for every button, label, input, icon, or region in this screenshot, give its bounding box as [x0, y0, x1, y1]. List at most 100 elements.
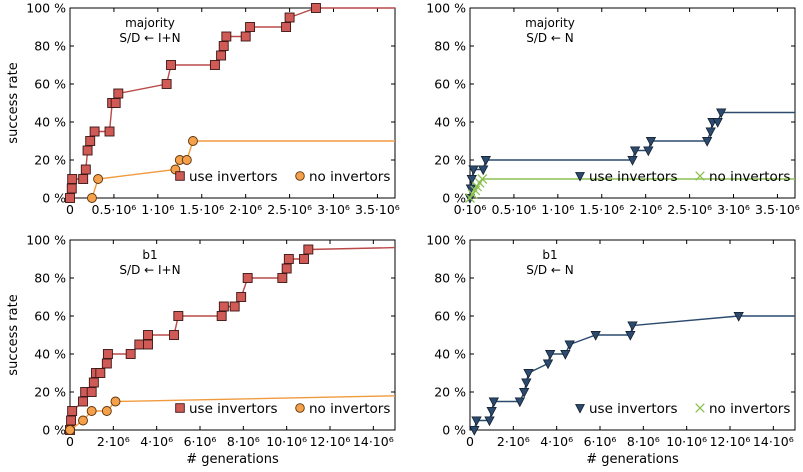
y-tick-label: 20 %: [34, 385, 66, 400]
data-point-square: [85, 136, 96, 146]
x-tick-label: 2.5·10⁶: [267, 202, 312, 217]
data-point-triangle: [484, 416, 495, 427]
y-tick-label: 0 %: [42, 191, 66, 206]
data-point-triangle: [466, 174, 477, 185]
data-point-triangle: [733, 311, 744, 322]
data-point-circle: [65, 425, 75, 435]
x-tick-label: 2·10⁶: [229, 202, 262, 217]
legend-label: no invertors: [709, 401, 790, 417]
data-point-square: [216, 311, 227, 321]
data-point-square: [134, 339, 145, 350]
data-point-square: [245, 22, 256, 32]
y-tick-label: 40 %: [34, 115, 66, 130]
x-tick-label: 0.5·10⁶: [492, 202, 537, 217]
series-no-invertors: [465, 174, 795, 203]
plot-frame: [469, 239, 796, 431]
y-tick-label: 100 %: [426, 1, 466, 16]
y-tick-label: 60 %: [34, 77, 66, 92]
data-point-triangle: [627, 155, 638, 166]
x-tick-label: 3.5·10⁶: [355, 202, 400, 217]
data-point-square: [125, 349, 136, 359]
panel-annotation-line1: b1: [542, 248, 557, 262]
legend-label: use invertors: [189, 169, 277, 185]
x-axis-label: # generations: [586, 452, 679, 467]
data-point-square: [66, 415, 77, 426]
x-tick-label: 6·10⁶: [584, 434, 617, 449]
y-tick-label: 20 %: [434, 153, 466, 168]
chart-panel-3: 0 % 20 % 40 % 60 % 80 % 100 % 0 2·10⁶ 4·10⁶ 6·10⁶…: [6, 233, 396, 467]
data-point-square: [86, 387, 97, 397]
data-point-square: [310, 3, 321, 13]
data-point-x-stroke: [695, 171, 705, 181]
y-tick-label: 100 %: [26, 1, 66, 16]
y-tick-label: 0 %: [442, 191, 466, 206]
chart-panel-4: 0 % 20 % 40 % 60 % 80 % 100 % 0 2·10⁶ 4·10⁶ 6·10⁶…: [426, 233, 796, 467]
x-tick-label: 4·10⁶: [140, 434, 173, 449]
x-tick-label: 0·10⁶: [454, 202, 487, 217]
data-point-circle: [93, 174, 104, 184]
data-point-square: [299, 254, 309, 264]
x-tick-label: 2·10⁶: [97, 434, 130, 449]
x-tick-label: 10·10⁶: [666, 434, 707, 449]
data-point-square: [283, 254, 294, 264]
data-point-square: [169, 330, 179, 340]
data-point-square: [166, 60, 176, 70]
data-point-x: [695, 403, 705, 413]
data-point-square: [303, 244, 314, 255]
x-axis-label: # generations: [186, 452, 279, 467]
data-point-square: [218, 301, 229, 312]
data-point-circle: [295, 403, 305, 413]
x-tick-label: 14·10⁶: [353, 434, 394, 449]
x-tick-label: 8·10⁶: [627, 434, 660, 449]
data-point-square: [218, 41, 229, 51]
data-point-square: [209, 60, 220, 70]
y-tick-label: 80 %: [34, 271, 66, 286]
data-point-triangle: [468, 165, 479, 176]
data-point-square: [175, 171, 185, 181]
x-tick-label: 3·10⁶: [317, 202, 350, 217]
y-tick-label: 80 %: [434, 39, 466, 54]
data-point-triangle: [645, 136, 657, 147]
x-tick-label: 8·10⁶: [227, 434, 260, 449]
data-point-square: [65, 193, 75, 203]
data-point-x-stroke: [477, 174, 488, 184]
legend: use invertors no invertors: [575, 169, 790, 185]
data-point-triangle: [545, 349, 556, 360]
data-point-square: [104, 126, 115, 137]
x-tick-label: 1·10⁶: [141, 202, 174, 217]
x-tick-label: 6·10⁶: [184, 434, 217, 449]
data-point-triangle: [480, 155, 491, 166]
data-point-square: [277, 273, 288, 283]
y-axis-label: success rate: [6, 62, 21, 143]
series-no-invertors: [87, 136, 395, 203]
data-point-square: [95, 368, 106, 378]
data-point-square: [67, 406, 78, 416]
x-tick-label: 3.5·10⁶: [755, 202, 800, 217]
data-point-triangle: [469, 425, 480, 436]
legend-label: no invertors: [309, 401, 390, 417]
legend: use invertors no invertors: [575, 401, 790, 417]
x-tick-label: 12·10⁶: [710, 434, 751, 449]
x-tick-label: 10·10⁶: [266, 434, 307, 449]
data-point-square: [173, 311, 184, 321]
data-point-square: [101, 358, 112, 369]
data-point-square: [229, 301, 240, 312]
data-point-triangle: [712, 118, 723, 128]
y-axis-label: success rate: [6, 294, 21, 375]
x-tick-label: 0.5·10⁶: [92, 202, 137, 217]
x-tick-label: 0: [66, 202, 74, 217]
plot-frame: [469, 7, 796, 199]
data-point-triangle: [643, 146, 654, 157]
data-point-triangle: [590, 330, 601, 341]
data-point-triangle: [560, 349, 571, 360]
panel-annotation-line2: S/D ← N: [526, 31, 574, 45]
panel-annotation-line1: majority: [525, 16, 575, 30]
data-point-square: [240, 31, 251, 42]
y-tick-label: 20 %: [34, 153, 66, 168]
chart-panel-2: 0 % 20 % 40 % 60 % 80 % 100 % 0·10⁶ 0.5·10⁶ 1·10…: [426, 1, 800, 218]
y-tick-label: 80 %: [434, 271, 466, 286]
x-tick-label: 1.5·10⁶: [579, 202, 624, 217]
y-tick-label: 100 %: [426, 233, 466, 248]
data-point-triangle: [471, 416, 482, 427]
